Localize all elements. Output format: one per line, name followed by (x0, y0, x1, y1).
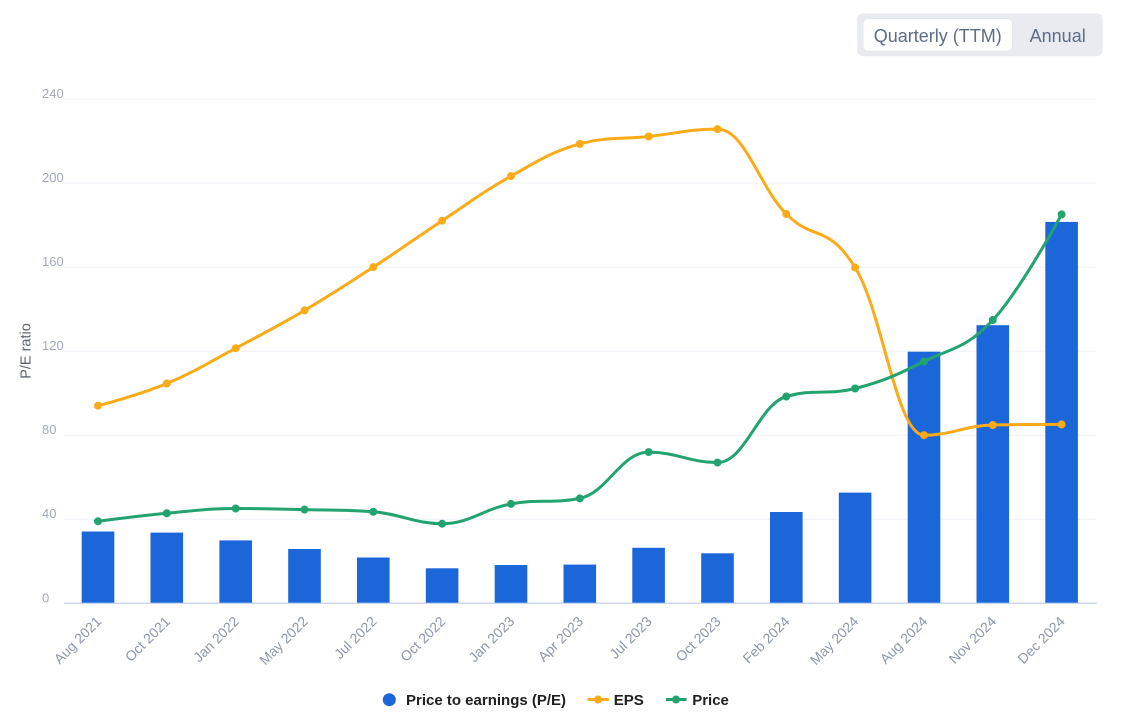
svg-text:Price: Price (692, 692, 729, 709)
svg-text:160: 160 (42, 254, 64, 269)
svg-text:Annual: Annual (1030, 26, 1086, 46)
svg-text:40: 40 (42, 506, 56, 521)
svg-text:240: 240 (42, 86, 64, 101)
svg-text:Price to earnings (P/E): Price to earnings (P/E) (406, 692, 566, 709)
svg-text:200: 200 (42, 170, 64, 185)
svg-text:120: 120 (42, 338, 64, 353)
svg-text:80: 80 (42, 422, 56, 437)
svg-text:0: 0 (42, 590, 49, 605)
svg-text:EPS: EPS (614, 692, 644, 709)
svg-text:P/E ratio: P/E ratio (18, 323, 34, 379)
svg-text:Quarterly (TTM): Quarterly (TTM) (874, 26, 1002, 46)
